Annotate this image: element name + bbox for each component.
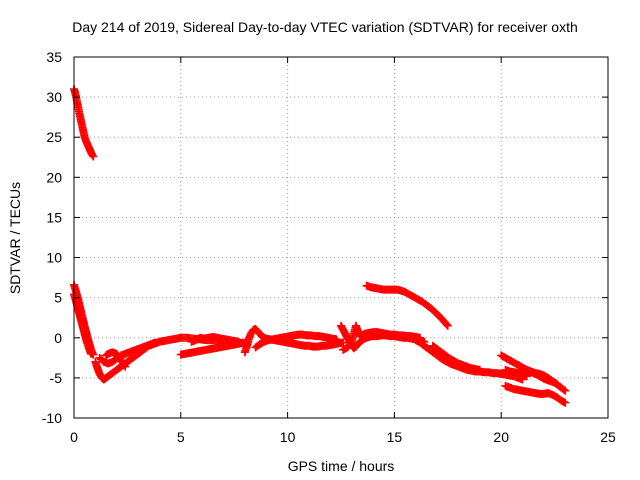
data-point: [561, 398, 570, 407]
data-point: [559, 397, 568, 406]
series-arc-8: [187, 332, 243, 346]
data-point: [87, 349, 96, 358]
data-point: [234, 337, 243, 346]
data-point: [561, 386, 570, 395]
y-tick-label: 20: [46, 169, 62, 185]
series-arc-10: [251, 330, 341, 352]
data-point: [332, 335, 341, 344]
x-axis-label: GPS time / hours: [288, 458, 395, 474]
data-point: [151, 338, 160, 347]
series-arc-18: [501, 381, 570, 407]
y-tick-label: -5: [50, 370, 63, 386]
y-tick-label: 5: [54, 290, 62, 306]
x-tick-label: 5: [177, 429, 185, 445]
grid: [74, 57, 608, 418]
data-marks: [70, 85, 570, 407]
data-point: [339, 338, 348, 347]
axis-ticks: 0 5 10 15 20 25 -10 -5 0 5 10 15 20 25 30 35: [42, 49, 616, 445]
y-tick-label: 0: [54, 330, 62, 346]
data-point: [88, 150, 97, 159]
series-arc-9: [240, 324, 348, 357]
data-point: [120, 361, 129, 370]
y-tick-label: 30: [46, 89, 62, 105]
x-tick-label: 20: [493, 429, 509, 445]
series-arc-5: [95, 338, 160, 368]
x-tick-label: 25: [600, 429, 616, 445]
data-point: [475, 365, 484, 374]
series-arc-6: [102, 348, 130, 371]
plot-frame: [73, 56, 609, 419]
data-point: [442, 320, 451, 329]
data-point: [552, 379, 561, 388]
series-arc-12: [339, 321, 425, 354]
y-tick-label: -10: [42, 410, 62, 426]
data-point: [89, 152, 98, 161]
x-tick-label: 15: [387, 429, 403, 445]
x-tick-label: 0: [70, 429, 78, 445]
series-arc-15: [428, 341, 484, 374]
data-point: [559, 385, 568, 394]
data-point: [121, 362, 130, 371]
series-arc-19: [518, 365, 561, 388]
chart-title: Day 214 of 2019, Sidereal Day-to-day VTE…: [72, 19, 578, 35]
y-tick-label: 10: [46, 250, 62, 266]
y-tick-label: 15: [46, 209, 62, 225]
data-point: [443, 321, 452, 330]
series-arc-13: [362, 281, 452, 330]
x-tick-label: 10: [280, 429, 296, 445]
series-arc-3: [70, 290, 96, 358]
y-axis-label: SDTVAR / TECUs: [7, 182, 23, 294]
y-tick-label: 25: [46, 129, 62, 145]
y-tick-label: 35: [46, 49, 62, 65]
